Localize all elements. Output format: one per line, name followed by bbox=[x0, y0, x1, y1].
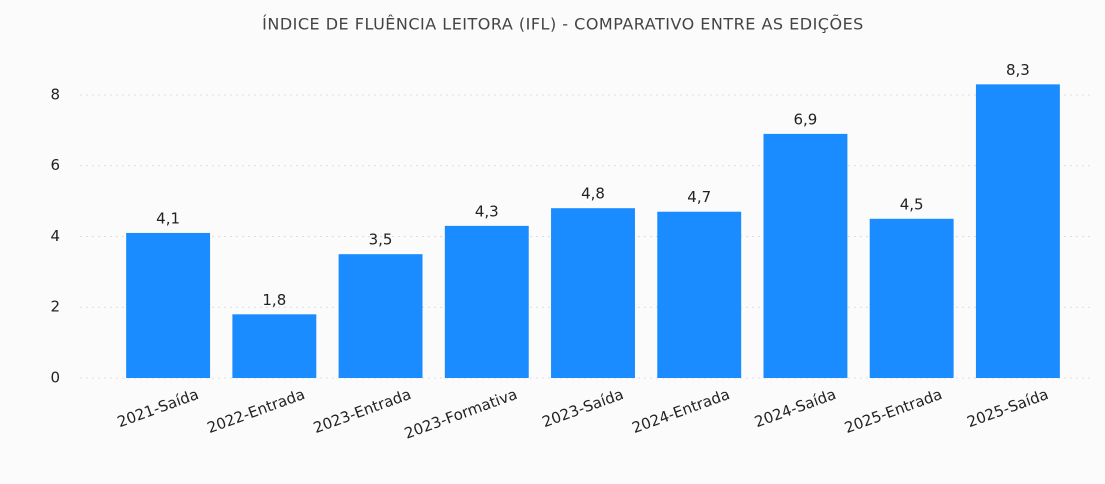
data-label: 8,3 bbox=[1006, 61, 1030, 79]
bar bbox=[975, 84, 1060, 378]
data-label: 6,9 bbox=[794, 110, 818, 128]
y-tick-label: 6 bbox=[50, 156, 60, 174]
bar bbox=[126, 232, 211, 378]
data-label: 3,5 bbox=[369, 231, 393, 249]
y-tick-label: 2 bbox=[50, 298, 60, 316]
bar bbox=[657, 211, 742, 378]
y-tick-label: 8 bbox=[50, 85, 60, 103]
y-tick-label: 0 bbox=[50, 369, 60, 387]
chart-title: ÍNDICE DE FLUÊNCIA LEITORA (IFL) - COMPA… bbox=[262, 15, 864, 34]
bar bbox=[763, 133, 848, 378]
data-label: 1,8 bbox=[262, 291, 286, 309]
bar bbox=[869, 218, 954, 378]
data-label: 4,3 bbox=[475, 202, 499, 220]
data-label: 4,7 bbox=[687, 188, 711, 206]
bar bbox=[551, 208, 635, 378]
bar bbox=[444, 225, 529, 378]
y-tick-label: 4 bbox=[50, 227, 60, 245]
data-label: 4,1 bbox=[156, 209, 180, 227]
bar bbox=[232, 314, 317, 378]
data-label: 4,8 bbox=[581, 185, 605, 203]
bar bbox=[338, 254, 423, 378]
data-label: 4,5 bbox=[900, 195, 924, 213]
